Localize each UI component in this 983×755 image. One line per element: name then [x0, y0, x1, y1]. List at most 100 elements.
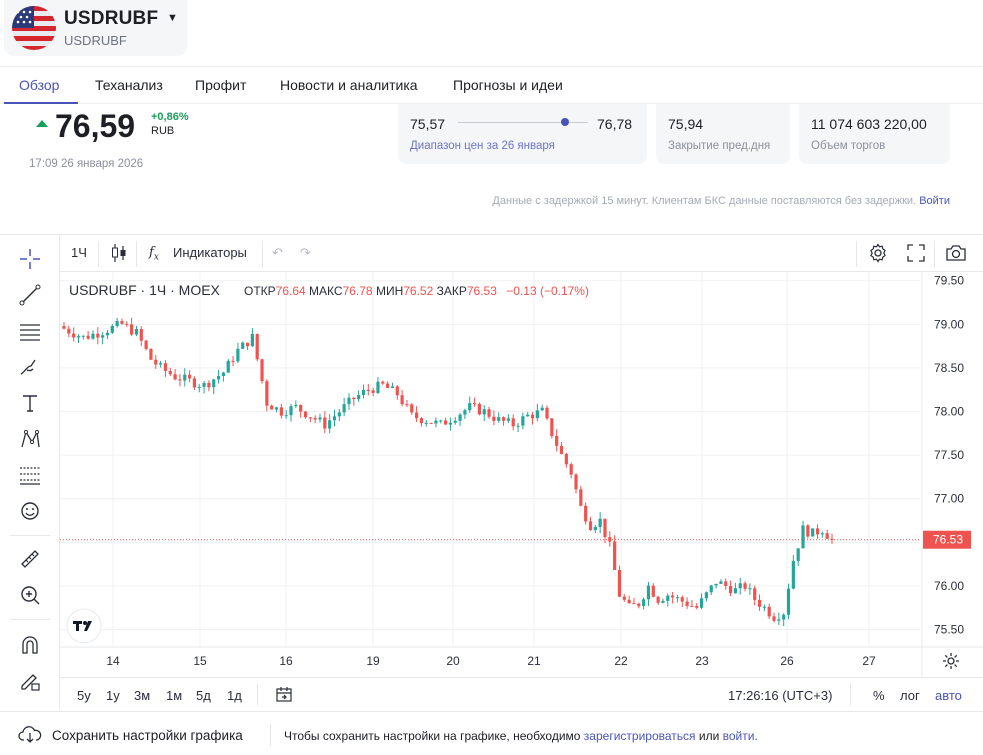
candle-body: [762, 606, 766, 608]
candle: [666, 593, 670, 607]
candle: [550, 418, 554, 439]
horizontal-lines-icon[interactable]: [18, 319, 42, 343]
date-range-icon[interactable]: [275, 686, 293, 707]
candle: [443, 417, 448, 425]
ticker-selector[interactable]: USDRUBF ▼ USDRUBF: [4, 0, 187, 56]
fullscreen-icon[interactable]: [906, 243, 926, 266]
legend-high: 76.78: [343, 284, 373, 298]
candle: [274, 406, 279, 413]
tab-overview[interactable]: Обзор: [19, 77, 60, 93]
time-tick: 20: [446, 654, 460, 668]
range-1y[interactable]: 1y: [106, 688, 120, 703]
auto-toggle[interactable]: авто: [935, 688, 962, 703]
cloud-download-icon[interactable]: [18, 724, 42, 749]
lock-pencil-icon[interactable]: [18, 669, 42, 693]
legend-symbol: USDRUBF · 1Ч · MOEX: [69, 282, 221, 298]
candle-body: [627, 599, 631, 604]
delay-note-text: Данные с задержкой 15 минут. Клиентам БК…: [492, 195, 917, 207]
ruler-icon[interactable]: [18, 547, 42, 571]
candle-body: [806, 525, 810, 537]
trend-line-icon[interactable]: [18, 283, 42, 307]
candle: [245, 342, 250, 350]
candle: [448, 417, 453, 431]
undo-icon[interactable]: ↶: [272, 245, 283, 260]
brush-icon[interactable]: [18, 355, 42, 379]
tab-tech-analysis[interactable]: Теханализ: [95, 77, 163, 93]
candle-body: [685, 601, 689, 606]
candle: [680, 595, 684, 608]
candle-body: [574, 474, 578, 490]
tab-news[interactable]: Новости и аналитика: [280, 77, 418, 93]
login-link[interactable]: Войти: [919, 195, 950, 207]
percent-toggle[interactable]: %: [873, 688, 885, 703]
function-icon[interactable]: fx: [149, 245, 159, 263]
candle: [139, 326, 143, 346]
candle-body: [154, 359, 158, 365]
register-link[interactable]: зарегистрироваться: [583, 729, 696, 743]
chevron-down-icon[interactable]: ▼: [167, 12, 178, 24]
candle: [231, 355, 235, 367]
candle-body: [743, 583, 747, 589]
tab-forecasts[interactable]: Прогнозы и идеи: [453, 77, 563, 93]
candle-body: [318, 417, 322, 420]
candle: [642, 597, 646, 610]
candle: [419, 417, 424, 427]
range-3m[interactable]: 3м: [134, 688, 151, 703]
camera-icon[interactable]: [945, 243, 967, 266]
tradingview-logo-icon: [66, 608, 102, 644]
candle: [637, 602, 641, 609]
crosshair-icon[interactable]: [18, 247, 42, 271]
log-toggle[interactable]: лог: [900, 688, 920, 703]
candle-body: [299, 404, 303, 412]
clock-time[interactable]: 17:26:16 (UTC+3): [728, 688, 833, 703]
login-link-footer[interactable]: войти.: [722, 729, 758, 743]
indicators-button[interactable]: Индикаторы: [173, 245, 247, 260]
candle: [709, 584, 713, 596]
candle: [786, 583, 791, 620]
candle: [477, 402, 481, 416]
settings-icon[interactable]: [868, 243, 888, 266]
legend-ohlc: ОТКР76.64 МАКС76.78 МИН76.52 ЗАКР76.53 −…: [244, 284, 589, 298]
candle: [458, 412, 462, 426]
range-5y[interactable]: 5y: [77, 688, 91, 703]
candle: [405, 399, 409, 408]
candle: [530, 412, 535, 425]
redo-icon[interactable]: ↷: [300, 245, 311, 260]
candle-body: [617, 569, 622, 597]
candle: [598, 512, 602, 534]
candle-body: [250, 333, 254, 347]
range-1d[interactable]: 1д: [227, 688, 242, 703]
price-chart[interactable]: 79.5079.0078.5078.0077.5077.0076.5076.00…: [60, 272, 983, 677]
candle-body: [120, 320, 124, 324]
candle-body: [134, 329, 139, 335]
candle: [613, 535, 617, 571]
zoom-in-icon[interactable]: [18, 583, 42, 607]
candle-body: [564, 453, 568, 465]
candle-body: [526, 414, 530, 417]
candle-body: [76, 336, 81, 338]
candle: [806, 524, 810, 539]
candle-body: [308, 417, 312, 419]
candles-icon[interactable]: [110, 243, 128, 266]
candle: [125, 321, 129, 327]
tab-profit[interactable]: Профит: [195, 77, 247, 93]
legend-open: 76.64: [276, 284, 306, 298]
magnet-icon[interactable]: [18, 633, 42, 657]
candle-body: [738, 583, 742, 589]
candle-body: [825, 533, 829, 539]
range-5d[interactable]: 5д: [196, 688, 211, 703]
interval-button[interactable]: 1Ч: [71, 245, 87, 260]
range-low: 75,57: [410, 116, 446, 132]
pattern-icon[interactable]: [18, 427, 42, 451]
text-icon[interactable]: [18, 391, 42, 415]
save-settings-button[interactable]: Сохранить настройки графика: [52, 728, 243, 743]
candle: [656, 595, 660, 606]
candle: [651, 583, 655, 598]
candle: [62, 322, 66, 330]
candle-body: [265, 381, 269, 406]
candle: [400, 390, 404, 407]
fib-icon[interactable]: [18, 463, 42, 487]
candle-body: [772, 616, 776, 621]
emoji-icon[interactable]: [18, 499, 42, 523]
range-1m[interactable]: 1м: [166, 688, 183, 703]
